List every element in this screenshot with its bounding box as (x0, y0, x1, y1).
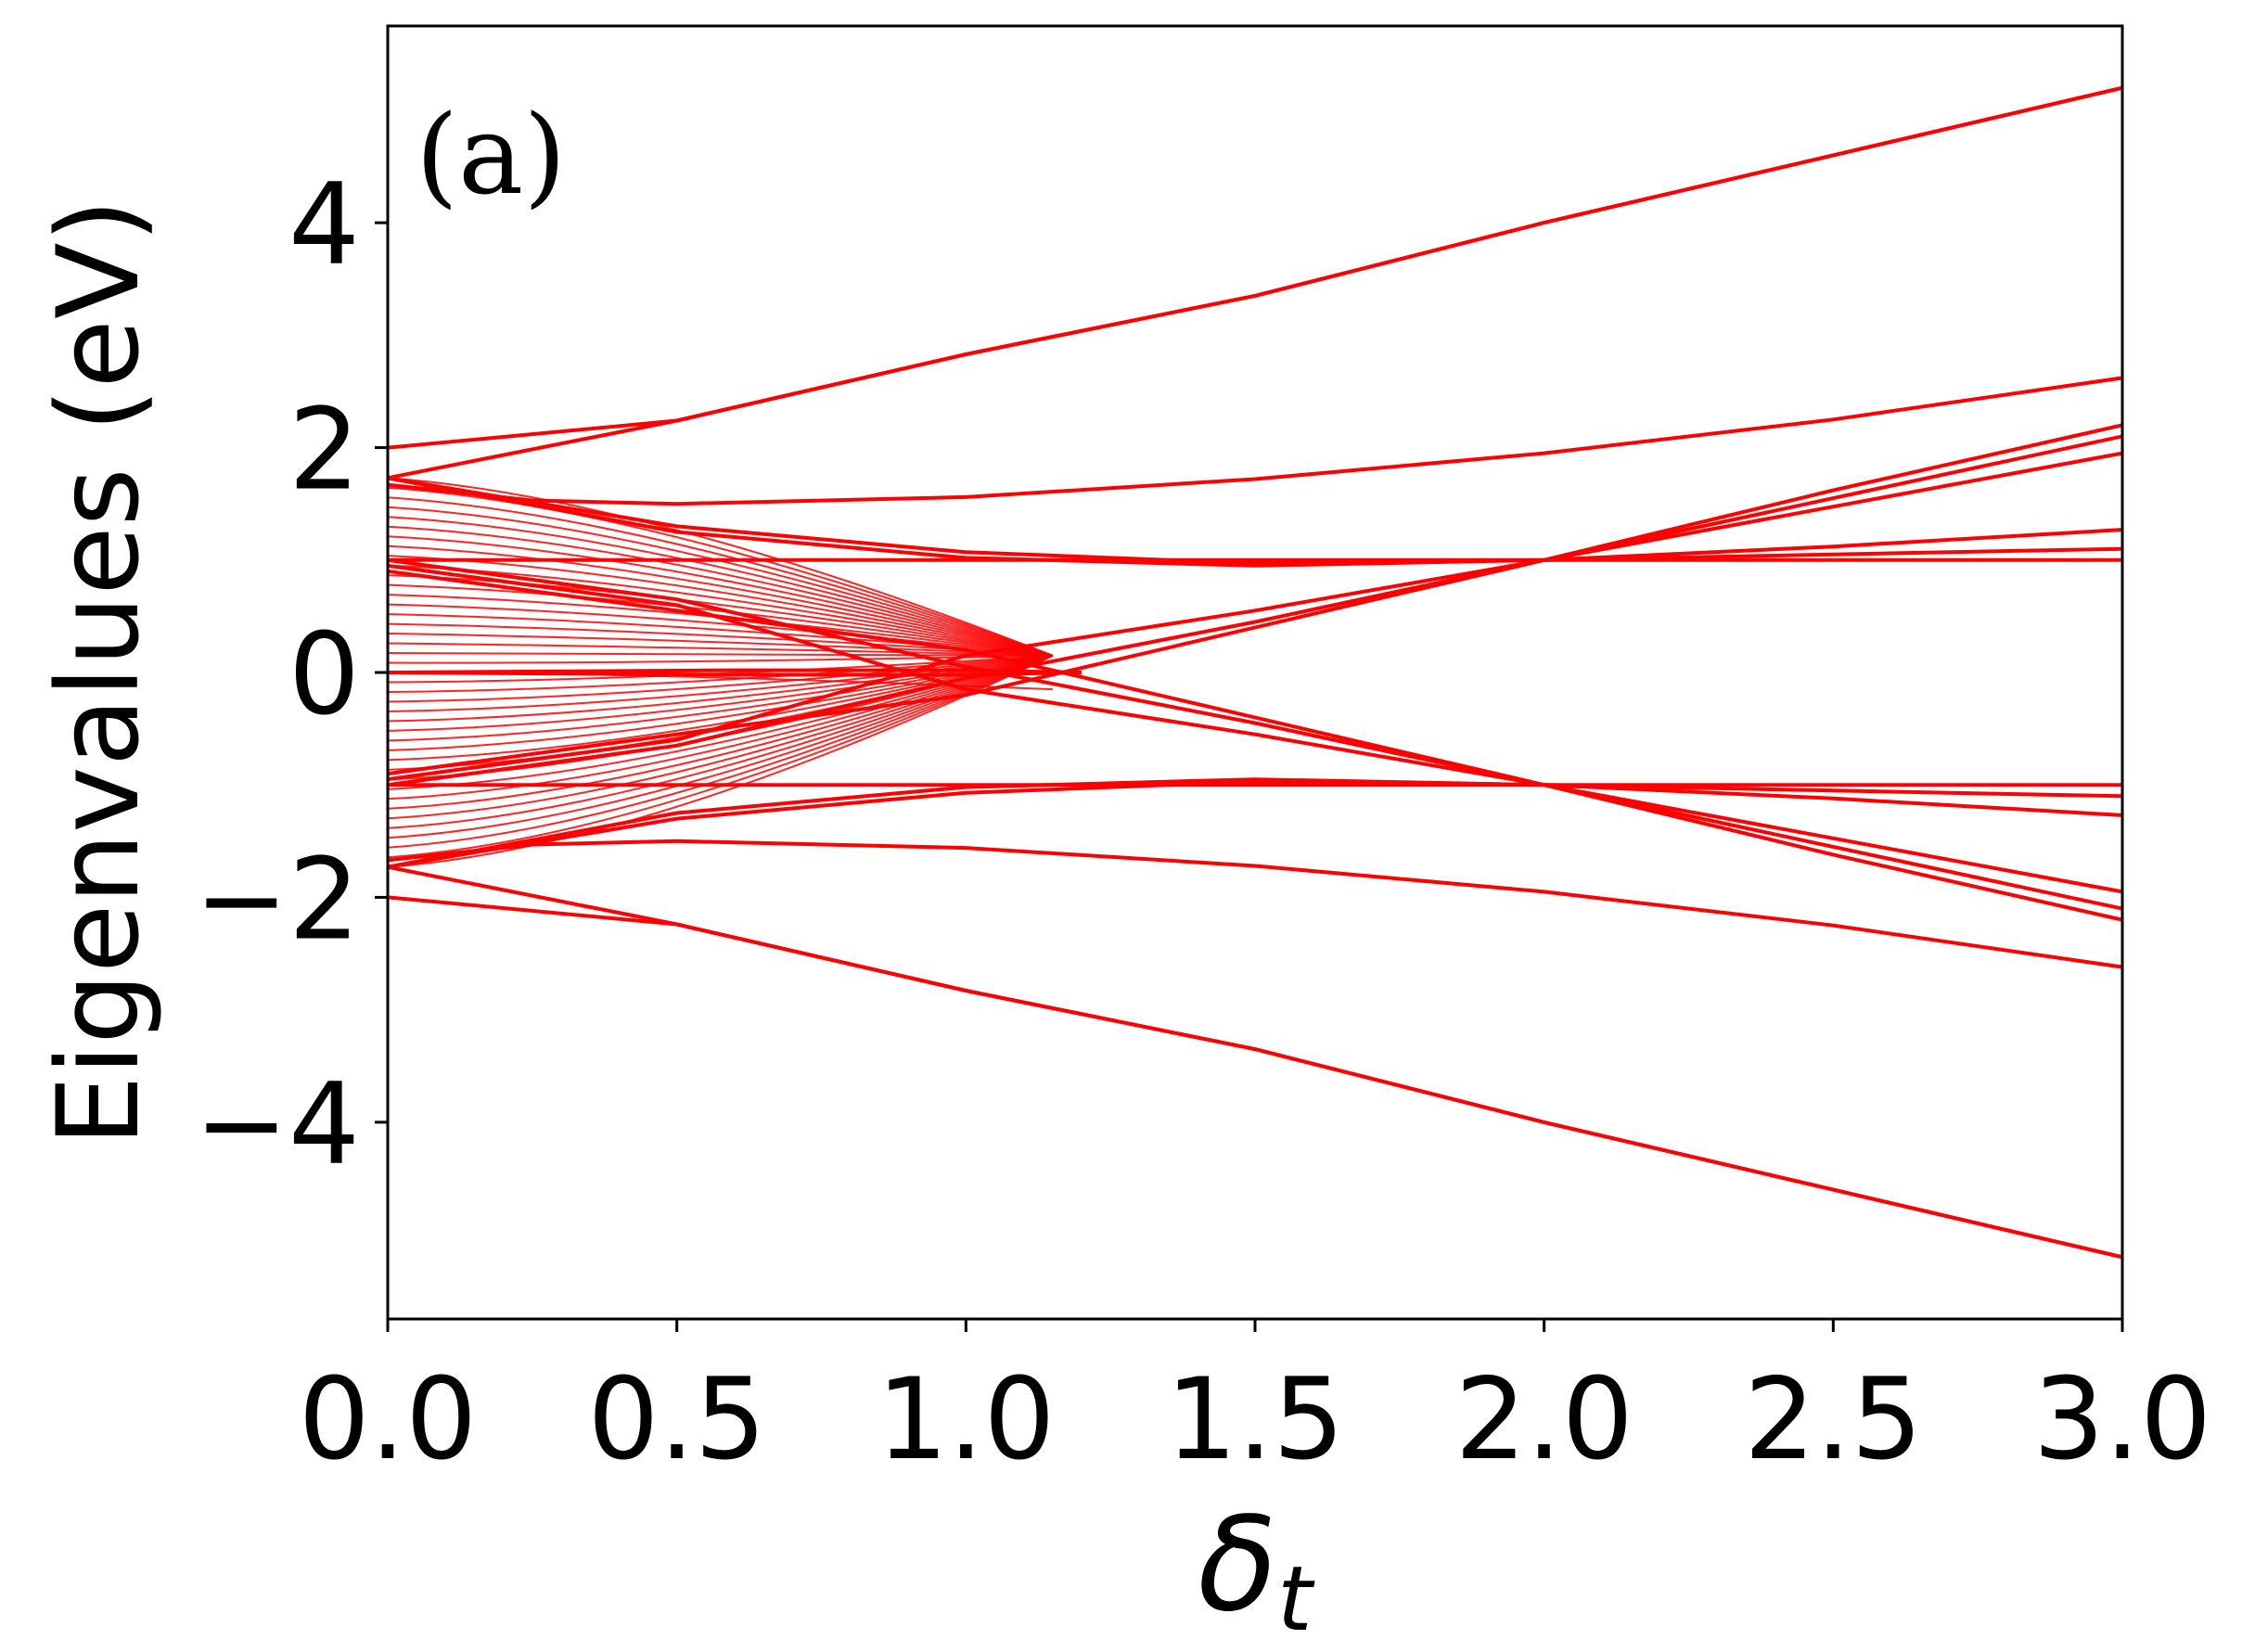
series-line-8 (388, 476, 2122, 568)
band-fan-line (388, 642, 1053, 657)
x-tick-label: 3.0 (2033, 1354, 2211, 1485)
y-tick-label: −4 (195, 1059, 360, 1190)
series-group (388, 85, 2122, 1260)
series-line-15 (388, 569, 2122, 894)
series-line-11 (388, 777, 2122, 869)
series-line-20 (388, 671, 1083, 677)
band-fan-line (388, 654, 1053, 703)
band-fan-line (388, 544, 1054, 657)
band-fan-line (388, 594, 1053, 657)
series-line-10 (388, 779, 2122, 869)
series-line-2 (388, 85, 2122, 480)
series-line-16 (388, 434, 2122, 788)
series-line-14 (388, 563, 2122, 922)
y-tick-label: 4 (288, 160, 360, 290)
band-fan-line (388, 654, 1053, 664)
x-tick-label: 2.5 (1744, 1354, 1922, 1485)
band-fan-line (388, 496, 1054, 657)
series-line-18 (388, 451, 2122, 776)
x-axis: 0.0 0.5 1.0 1.5 2.0 2.5 3.0 (299, 1319, 2211, 1485)
series-line-17 (388, 423, 2122, 782)
series-line-7 (388, 476, 2122, 566)
panel-label: (a) (416, 91, 566, 219)
x-tick-label: 0.5 (587, 1354, 765, 1485)
y-tick-label: 0 (288, 609, 360, 740)
series-line-19 (388, 668, 1083, 674)
band-fan-line (388, 486, 1054, 657)
band-fan-line (388, 633, 1053, 657)
series-line-5 (388, 376, 2122, 506)
band-fan-line (388, 652, 1053, 657)
x-axis-label: δt (1198, 1490, 1315, 1651)
x-axis-label-subscript: t (1277, 1547, 1315, 1651)
band-fan-line (388, 654, 1054, 859)
band-fan-line (388, 654, 1054, 820)
band-fan-line (388, 535, 1054, 657)
x-axis-label-symbol: δ (1198, 1490, 1277, 1641)
band-fan-line (388, 654, 1054, 751)
band-fan-line (388, 654, 1054, 849)
band-fan-line (388, 603, 1053, 657)
x-tick-label: 1.5 (1166, 1354, 1344, 1485)
x-tick-label: 1.0 (877, 1354, 1055, 1485)
y-tick-label: −2 (195, 834, 360, 965)
x-tick-label: 2.0 (1454, 1354, 1633, 1485)
x-tick-label: 0.0 (299, 1354, 477, 1485)
band-fan-line (388, 506, 1054, 657)
band-fan-line (388, 654, 1054, 810)
y-axis-label: Eigenvalues (eV) (33, 198, 164, 1146)
series-line-13 (388, 557, 2122, 911)
series-line-6 (388, 839, 2122, 969)
band-fan-line (388, 525, 1054, 657)
y-axis: −4 −2 0 2 4 (195, 160, 388, 1190)
y-tick-label: 2 (288, 385, 360, 516)
series-line-4 (388, 864, 2122, 1260)
band-fan-line (388, 654, 1054, 868)
band-fan-line (388, 654, 1054, 800)
